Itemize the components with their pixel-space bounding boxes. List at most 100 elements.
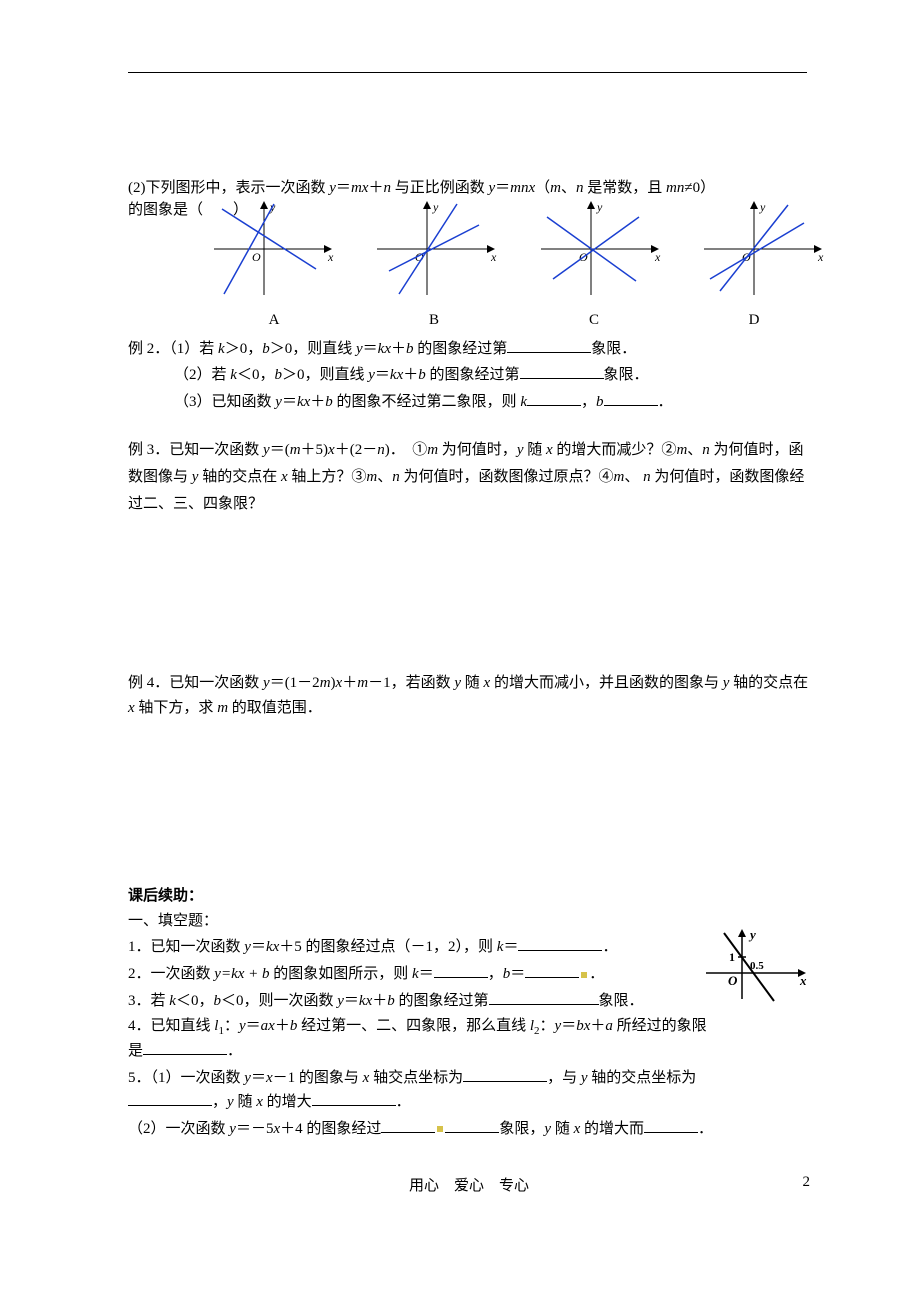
page-number: 2 (803, 1174, 811, 1191)
t: ＝ (246, 1018, 261, 1034)
small-graph-svg: x y O 1 0.5 (700, 927, 810, 1003)
svg-text:x: x (817, 250, 824, 264)
small-graph: x y O 1 0.5 (700, 927, 810, 1008)
t: ＝( (270, 442, 290, 458)
v: y (214, 966, 221, 982)
v: m (427, 442, 438, 458)
t: 轴的交点在 (733, 675, 808, 691)
top-rule (128, 72, 807, 73)
graph-C: x y O (531, 199, 661, 304)
v: b (262, 966, 270, 982)
graph-D: x y O (694, 199, 824, 304)
t: ＝ (503, 939, 518, 955)
t: ， (581, 394, 596, 410)
v: mnx (510, 180, 535, 196)
t: 2．一次函数 (128, 966, 214, 982)
v: x (256, 1094, 263, 1110)
v: n (383, 180, 391, 196)
t: 的增大 (263, 1094, 312, 1110)
v: y (239, 1018, 246, 1034)
followup-title: 课后续助： (128, 885, 810, 908)
v: b (387, 993, 395, 1009)
v: y (329, 180, 336, 196)
v: y (275, 394, 282, 410)
footer-text: 用心 爱心 专心 (409, 1178, 529, 1194)
t: ： (224, 1018, 239, 1034)
graph-svg-C: x y O (531, 199, 661, 299)
t: ＋(2－ (335, 442, 378, 458)
v: k (230, 367, 237, 383)
v: k (169, 993, 176, 1009)
v: ax (261, 1018, 275, 1034)
blank (143, 1039, 227, 1055)
t: 轴的交点坐标为 (588, 1070, 697, 1086)
blank (434, 962, 488, 978)
t: 轴交点坐标为 (369, 1070, 463, 1086)
t: ＝－5 (236, 1121, 274, 1137)
v: m (217, 700, 228, 716)
fu-q4: 4．已知直线 l1：y＝ax＋b 经过第一、二、四象限，那么直线 l2：y＝bx… (128, 1016, 810, 1064)
v: kx (231, 966, 244, 982)
v: b (213, 993, 221, 1009)
t: ＝ (251, 939, 266, 955)
t: ＋ (275, 1018, 290, 1034)
t: －1，若函数 (368, 675, 454, 691)
t: 随 (461, 675, 484, 691)
v: mx (351, 180, 369, 196)
graph-svg-D: x y O (694, 199, 824, 299)
ex4: 例 4．已知一次函数 y＝(1－2m)x＋m－1，若函数 y 随 x 的增大而减… (128, 671, 810, 722)
v: bx (576, 1018, 590, 1034)
svg-text:1: 1 (729, 950, 735, 964)
v: x (266, 1070, 273, 1086)
t: 的图象经过第 (414, 341, 508, 357)
t: 5．（1）一次函数 (128, 1070, 244, 1086)
t: （3）已知函数 (174, 394, 275, 410)
t: 轴下方，求 (135, 700, 218, 716)
t: ． (658, 394, 673, 410)
blank (520, 363, 604, 379)
t: 例 2．（1）若 (128, 341, 218, 357)
v: b (325, 394, 333, 410)
graph-A: x y O (204, 199, 334, 304)
v: m (676, 442, 687, 458)
t: 的图象不经过第二象限，则 (333, 394, 521, 410)
blank (527, 390, 581, 406)
t: ，与 (547, 1070, 581, 1086)
t: ＜0， (176, 993, 214, 1009)
page: (2)下列图形中，表示一次函数 y＝mx＋n 与正比例函数 y＝mnx（m、n … (0, 0, 920, 1235)
svg-text:y: y (432, 200, 439, 214)
t: 为何值时，函数图像过原点？④ (400, 469, 614, 485)
v: m (290, 442, 301, 458)
t: （2）若 (174, 367, 230, 383)
v: kx (390, 367, 403, 383)
t: ＋ (342, 675, 357, 691)
t: ＋5 的图象经过点（－1，2），则 (279, 939, 497, 955)
v: y (454, 675, 461, 691)
svg-text:y: y (759, 200, 766, 214)
label-D: D (684, 312, 824, 329)
v: m (550, 180, 561, 196)
t: ＝ (561, 1018, 576, 1034)
t: ＝(1－2 (270, 675, 320, 691)
svg-text:x: x (654, 250, 661, 264)
graphs-row: x y O x y O (204, 199, 824, 304)
t: （2）一次函数 (128, 1121, 229, 1137)
t: ． (589, 966, 604, 982)
t: ＋ (310, 394, 325, 410)
v: y (263, 675, 270, 691)
svg-text:x: x (327, 250, 334, 264)
t: ＝ (336, 180, 351, 196)
v: x (546, 442, 553, 458)
t: ＝ (510, 966, 525, 982)
t: 的图象经过第 (395, 993, 489, 1009)
blank (518, 935, 602, 951)
t: ＋ (391, 341, 406, 357)
t: = (221, 966, 231, 982)
ex2-line3: （3）已知函数 y＝kx＋b 的图象不经过第二象限，则 k，b． (128, 390, 810, 414)
blank (445, 1117, 499, 1133)
t: 象限． (599, 993, 644, 1009)
svg-text:x: x (799, 973, 807, 988)
t: ． (602, 939, 617, 955)
t: 、 (687, 442, 702, 458)
t: ＋ (403, 367, 418, 383)
